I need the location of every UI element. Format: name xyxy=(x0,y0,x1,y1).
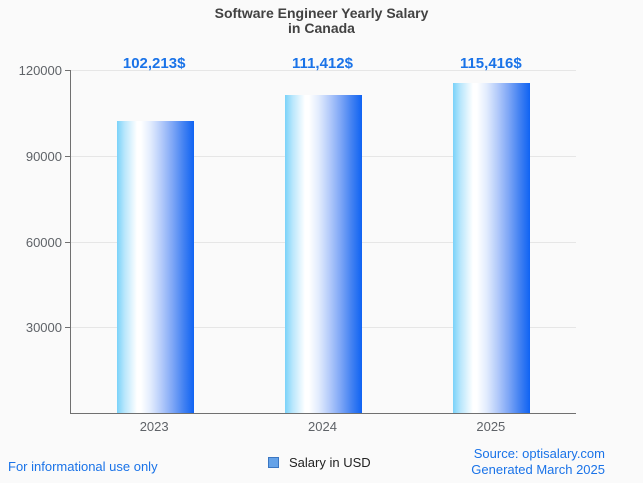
legend-label: Salary in USD xyxy=(289,455,371,470)
y-tick-label-90000: 90000 xyxy=(25,148,62,164)
chart-title: Software Engineer Yearly Salary in Canad… xyxy=(214,5,429,36)
x-label-2023: 2023 xyxy=(139,419,169,434)
value-label-2023: 102,213$ xyxy=(122,55,186,72)
bar-2023[interactable] xyxy=(116,120,194,413)
y-tick-90000 xyxy=(65,155,70,157)
y-tick-label-120000: 120000 xyxy=(18,63,62,78)
legend: Salary in USD xyxy=(268,455,371,470)
legend-square-icon xyxy=(268,457,279,468)
y-tick-label-60000: 60000 xyxy=(25,234,62,250)
value-label-2024: 111,412$ xyxy=(292,55,353,72)
x-label-2024: 2024 xyxy=(308,419,337,434)
footer-disclaimer: For informational use only xyxy=(8,459,158,474)
bar-2024[interactable] xyxy=(285,94,362,413)
plot-area xyxy=(70,70,576,414)
gridline-120000 xyxy=(71,70,576,71)
footer-source: Source: optisalary.com Generated March 2… xyxy=(471,446,605,477)
y-tick-120000 xyxy=(65,70,70,71)
bar-2025[interactable] xyxy=(453,83,531,413)
value-label-2025: 115,416$ xyxy=(459,55,522,72)
y-tick-30000 xyxy=(65,327,70,329)
y-tick-label-30000: 30000 xyxy=(25,320,62,336)
y-tick-60000 xyxy=(65,241,70,243)
x-label-2025: 2025 xyxy=(476,419,506,434)
